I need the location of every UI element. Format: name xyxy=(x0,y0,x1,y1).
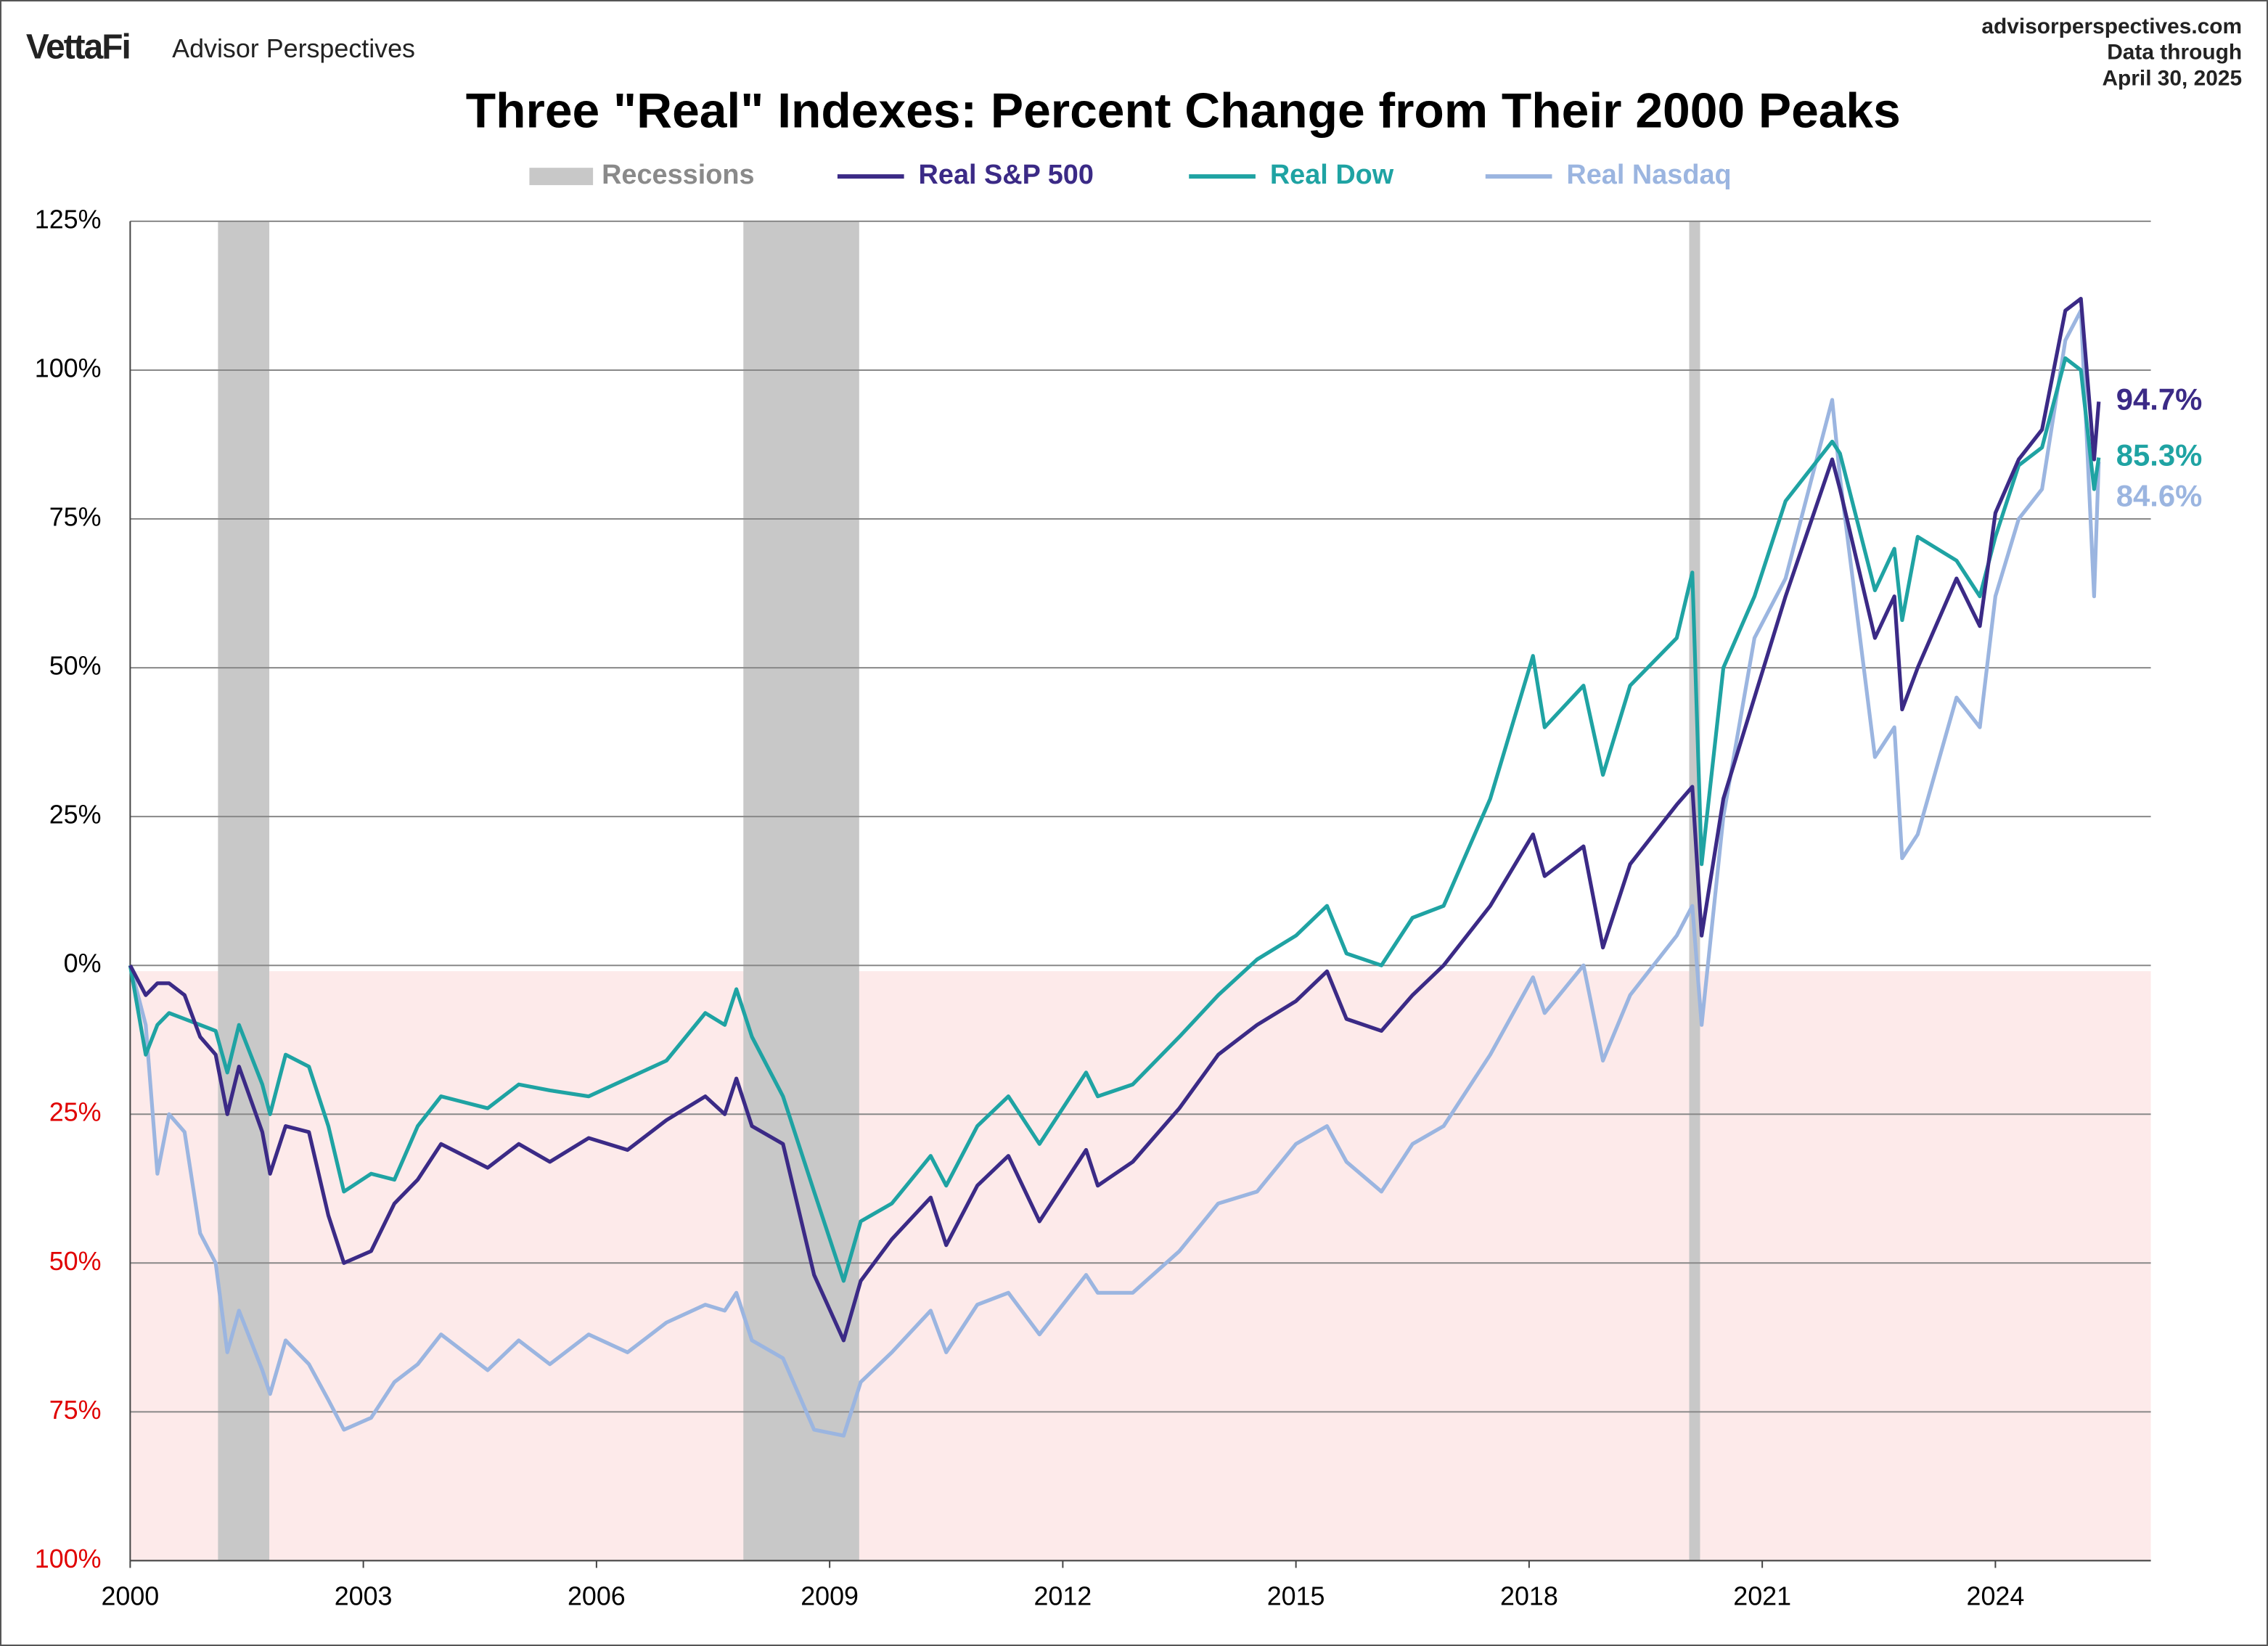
end-label: 84.6% xyxy=(2116,478,2203,512)
x-tick-label: 2018 xyxy=(1500,1582,1558,1611)
y-tick-label: 50% xyxy=(49,652,102,681)
brand-sub: Advisor Perspectives xyxy=(172,34,415,63)
negative-zone xyxy=(130,971,2151,1561)
y-tick-label: 25% xyxy=(49,801,102,830)
recession-band xyxy=(743,221,859,1561)
recession-band xyxy=(218,221,270,1561)
recession-band xyxy=(1689,221,1700,1561)
legend-label: Real Dow xyxy=(1270,160,1394,190)
x-tick-label: 2024 xyxy=(1966,1582,2024,1611)
y-tick-label: 75% xyxy=(49,1396,102,1425)
y-tick-label: 50% xyxy=(49,1247,102,1276)
y-tick-label: 100% xyxy=(35,353,102,382)
y-tick-label: 75% xyxy=(49,503,102,532)
end-label: 94.7% xyxy=(2116,382,2203,417)
chart-title: Three "Real" Indexes: Percent Change fro… xyxy=(466,83,1901,138)
x-tick-label: 2021 xyxy=(1733,1582,1791,1611)
end-label: 85.3% xyxy=(2116,438,2203,472)
y-tick-label: 125% xyxy=(35,205,102,234)
y-tick-label: 25% xyxy=(49,1098,102,1127)
x-tick-label: 2009 xyxy=(801,1582,859,1611)
x-tick-label: 2003 xyxy=(335,1582,393,1611)
x-tick-label: 2000 xyxy=(101,1582,159,1611)
legend-swatch xyxy=(529,168,594,186)
series-line xyxy=(128,296,2101,1343)
x-tick-label: 2006 xyxy=(568,1582,626,1611)
note: Data through xyxy=(2107,41,2242,65)
x-tick-label: 2015 xyxy=(1267,1582,1325,1611)
legend-label: Real S&P 500 xyxy=(919,160,1094,190)
y-tick-label: 0% xyxy=(64,949,102,978)
x-tick-label: 2012 xyxy=(1033,1582,1092,1611)
note: April 30, 2025 xyxy=(2102,67,2242,91)
series-line xyxy=(128,308,2101,1438)
y-tick-label: 100% xyxy=(35,1544,102,1573)
legend-label: Real Nasdaq xyxy=(1566,160,1731,190)
legend-label: Recessions xyxy=(602,160,754,190)
brand: VettaFi xyxy=(26,28,130,66)
site: advisorperspectives.com xyxy=(1981,15,2242,38)
series-line xyxy=(128,356,2101,1283)
